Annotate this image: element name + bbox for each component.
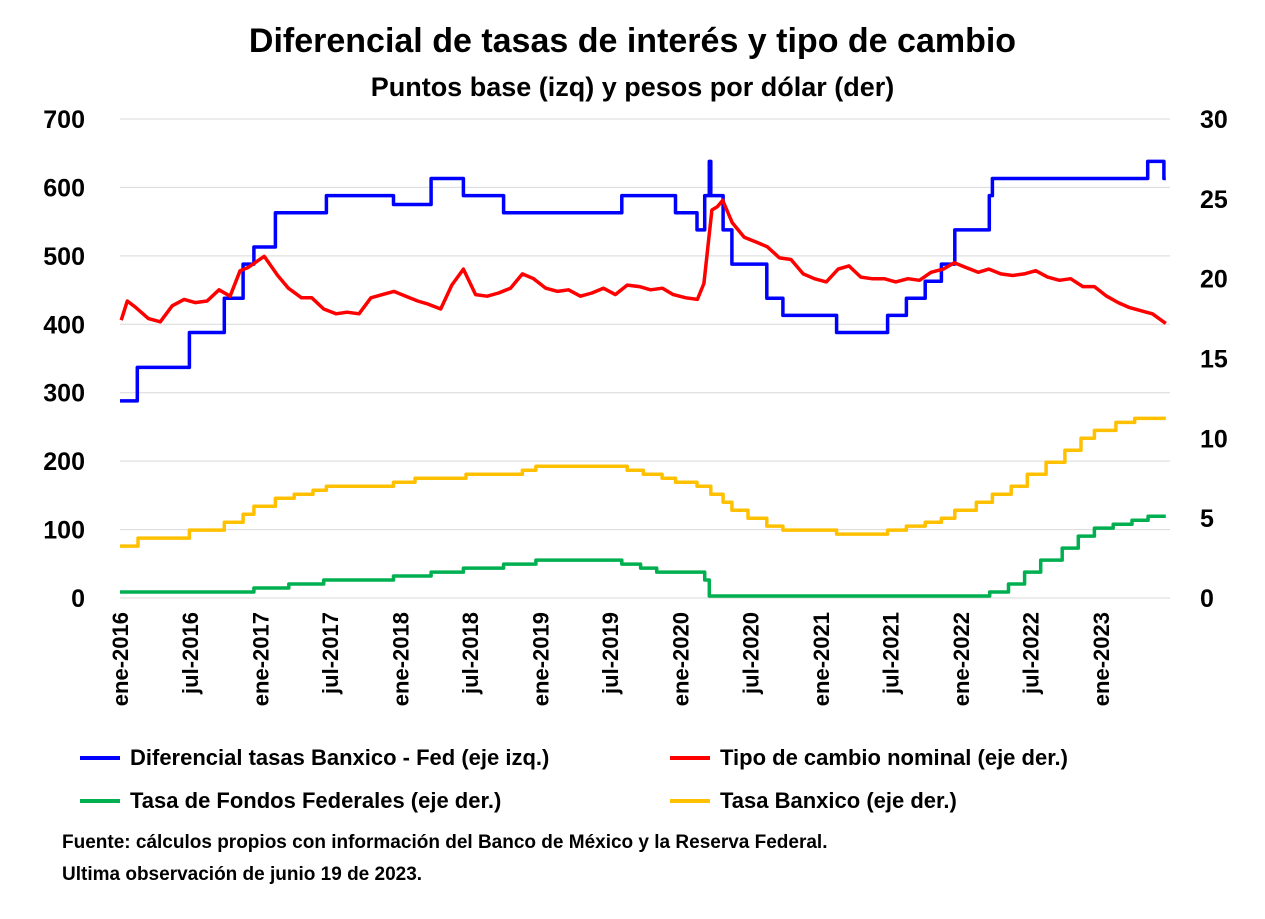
legend-item-diferencial: Diferencial tasas Banxico - Fed (eje izq… <box>80 745 549 771</box>
legend-label: Tipo de cambio nominal (eje der.) <box>720 745 1068 770</box>
x-tick-label: jul-2017 <box>318 612 343 695</box>
y-right-tick-label: 30 <box>1200 106 1228 134</box>
x-tick-label: jul-2021 <box>878 612 903 695</box>
x-tick-label: jul-2018 <box>458 612 483 695</box>
y-right-tick-label: 25 <box>1200 186 1228 214</box>
y-left-tick-label: 700 <box>43 106 85 134</box>
chart-title: Diferencial de tasas de interés y tipo d… <box>248 22 1017 60</box>
x-tick-label: ene-2017 <box>248 612 273 706</box>
y-right-tick-label: 0 <box>1200 585 1214 613</box>
y-left-tick-label: 400 <box>43 311 85 339</box>
x-tick-label: ene-2022 <box>949 612 974 706</box>
x-tick-label: jul-2022 <box>1018 612 1043 695</box>
series-line-0 <box>120 159 1166 403</box>
y-left-tick-label: 100 <box>43 517 85 545</box>
x-tick-label: ene-2019 <box>528 612 553 706</box>
y-right-tick-label: 10 <box>1200 425 1228 453</box>
x-tick-label: ene-2016 <box>108 612 133 706</box>
legend-label: Tasa Banxico (eje der.) <box>720 788 957 813</box>
x-tick-label: jul-2016 <box>178 612 203 695</box>
y-right-tick-label: 5 <box>1200 505 1214 533</box>
x-tick-label: ene-2021 <box>809 612 834 706</box>
x-tick-label: jul-2020 <box>738 612 763 695</box>
legend-item-tasa-banxico: Tasa Banxico (eje der.) <box>670 788 957 814</box>
y-left-tick-label: 500 <box>43 243 85 271</box>
x-tick-label: ene-2018 <box>388 612 413 706</box>
legend-label: Diferencial tasas Banxico - Fed (eje izq… <box>130 745 550 770</box>
y-right-tick-label: 20 <box>1200 266 1228 294</box>
x-tick-label: ene-2020 <box>668 612 693 706</box>
legend-swatch <box>670 756 710 760</box>
legend-item-fondos-federales: Tasa de Fondos Federales (eje der.) <box>80 788 501 814</box>
y-left-tick-label: 0 <box>71 585 85 613</box>
chart-subtitle: Puntos base (izq) y pesos por dólar (der… <box>370 72 895 102</box>
legend-swatch <box>80 756 120 760</box>
y-left-tick-label: 200 <box>43 448 85 476</box>
legend-label: Tasa de Fondos Federales (eje der.) <box>130 788 502 813</box>
series-line-2 <box>120 514 1166 598</box>
legend-item-tipo-cambio: Tipo de cambio nominal (eje der.) <box>670 745 1068 771</box>
legend-swatch <box>670 799 710 803</box>
last-observation-note: Ultima observación de junio 19 de 2023. <box>62 864 423 885</box>
y-left-tick-label: 600 <box>43 174 85 202</box>
y-right-tick-label: 15 <box>1200 346 1228 374</box>
x-tick-label: ene-2023 <box>1089 612 1114 706</box>
y-left-tick-label: 300 <box>43 380 85 408</box>
x-tick-label: jul-2019 <box>598 612 623 695</box>
source-note: Fuente: cálculos propios con información… <box>62 832 828 853</box>
series-line-1 <box>119 198 1167 325</box>
series-line-3 <box>120 416 1166 548</box>
legend-swatch <box>80 799 120 803</box>
